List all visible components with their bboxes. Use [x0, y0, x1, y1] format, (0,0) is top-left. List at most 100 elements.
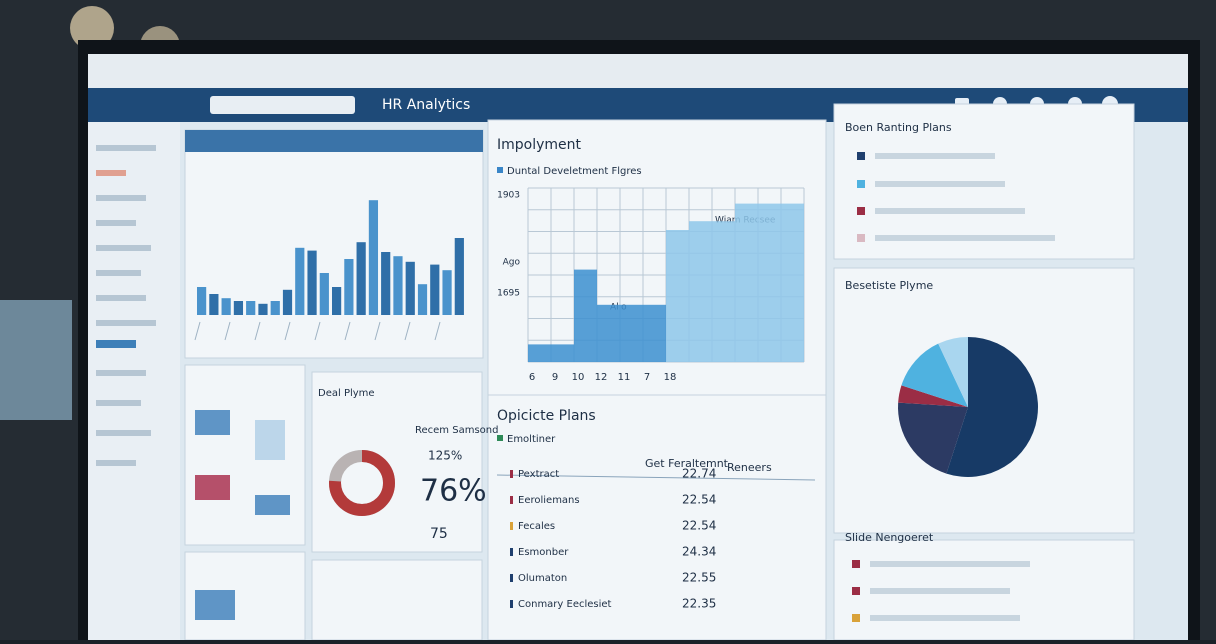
row-value: 22.35 [682, 597, 716, 611]
x-tick-label: 11 [618, 372, 631, 383]
row-marker [510, 522, 513, 530]
axis-tick [284, 321, 291, 341]
bar [197, 287, 207, 315]
row-label: Pextract [518, 469, 559, 480]
bar [368, 200, 379, 315]
row-marker [510, 496, 513, 504]
ranking-items [857, 152, 1055, 242]
plans-title: Opicicte Plans [497, 408, 596, 424]
filter-swatch [497, 435, 503, 441]
row-label: Olumaton [518, 573, 567, 584]
axis-tick [434, 321, 441, 341]
axis-tick [404, 321, 411, 341]
row-marker [510, 574, 513, 582]
bar [430, 264, 440, 315]
legend-swatch [497, 167, 503, 173]
bar [597, 304, 620, 362]
bar [307, 250, 317, 315]
bar [344, 259, 354, 315]
bar [574, 269, 597, 362]
donut-label: 76% [420, 474, 487, 509]
monitor-bg [0, 300, 72, 420]
plans-filter: Emoltiner [507, 434, 556, 445]
row-label: Esmonber [518, 547, 569, 558]
donut-arc [329, 450, 395, 516]
bar [221, 298, 231, 315]
ranking-title: Boen Ranting Plans [845, 121, 952, 134]
pie-slice [901, 343, 968, 407]
bar [332, 287, 342, 315]
panel-header [185, 130, 483, 152]
pie-slice [898, 385, 968, 407]
axis-tick [194, 321, 201, 341]
column-header: Reneers [727, 461, 772, 474]
sidebar [88, 122, 180, 640]
bar [643, 304, 666, 362]
row-value: 22.54 [682, 493, 716, 507]
row-value: 24.34 [682, 545, 716, 559]
bar [295, 247, 305, 315]
bar [270, 301, 280, 315]
bar [258, 303, 268, 315]
rate: 125% [428, 449, 462, 463]
app-title: HR Analytics [382, 97, 470, 113]
bar [620, 304, 643, 362]
bar [233, 301, 244, 315]
row-marker [510, 548, 513, 556]
bar [417, 284, 428, 315]
axis-tick [374, 321, 381, 341]
bar [528, 344, 551, 362]
row-label: Eeroliemans [518, 495, 580, 506]
bar [666, 230, 689, 362]
bar [781, 203, 804, 362]
row-label: Fecales [518, 521, 555, 532]
y-tick-label: Ago [503, 258, 521, 268]
bar [454, 238, 464, 315]
sidebar-items [96, 145, 156, 466]
pie-slice [938, 337, 968, 407]
y-tick-label: 1903 [497, 191, 520, 201]
table-rule [496, 474, 816, 481]
employment-title: Impolyment [497, 137, 582, 153]
bar [282, 289, 293, 315]
row-marker [510, 470, 513, 478]
axis-tick [254, 321, 261, 341]
x-tick-label: 6 [529, 372, 535, 383]
bar [246, 301, 256, 315]
bar [405, 261, 415, 315]
management-items [852, 560, 1030, 622]
row-label: Conmary Eeclesiet [518, 599, 612, 610]
search-box[interactable] [210, 96, 355, 114]
y-tick-label: 1695 [497, 289, 520, 299]
pie-slice [898, 402, 968, 474]
axis-tick [314, 321, 321, 341]
bar [551, 344, 574, 362]
x-tick-label: 7 [644, 372, 650, 383]
bar [393, 256, 403, 315]
pie-title: Besetiste Plyme [845, 279, 933, 292]
employment-legend: Duntal Develetment Flgres [507, 166, 642, 177]
row-value: 22.74 [682, 467, 716, 481]
bar [735, 203, 758, 362]
management-title: Slide Nengoeret [845, 531, 934, 544]
bar [712, 221, 735, 362]
bar [356, 242, 366, 315]
count: 75 [430, 526, 448, 542]
axis-tick [224, 321, 231, 341]
pie-slice [946, 337, 1038, 478]
light [70, 6, 114, 50]
x-tick-label: 18 [664, 372, 677, 383]
row-value: 22.54 [682, 519, 716, 533]
bar [209, 294, 219, 315]
x-tick-label: 10 [572, 372, 585, 383]
axis-tick [344, 321, 351, 341]
x-tick-label: 9 [552, 372, 558, 383]
bar [758, 203, 781, 362]
bar [381, 252, 391, 315]
x-tick-label: 12 [595, 372, 608, 383]
row-marker [510, 600, 513, 608]
top-bar [88, 54, 1188, 88]
summary-title: Deal Plyme [318, 388, 375, 399]
